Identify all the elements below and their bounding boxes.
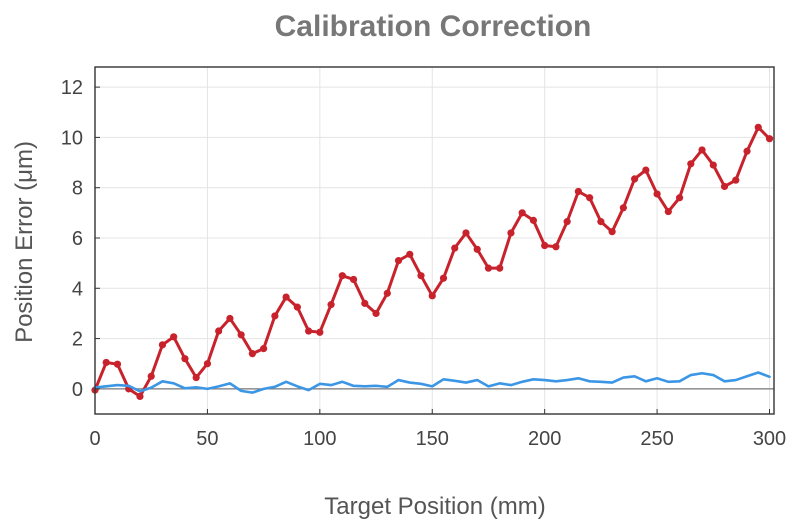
series-point-1 bbox=[653, 190, 661, 198]
series-point-1 bbox=[293, 303, 301, 311]
x-tick-label: 100 bbox=[303, 428, 336, 450]
y-tick-label: 2 bbox=[72, 329, 83, 351]
y-tick-label: 6 bbox=[72, 228, 83, 250]
series-point-1 bbox=[215, 327, 223, 335]
series-point-1 bbox=[484, 264, 493, 272]
series-point-1 bbox=[743, 147, 751, 155]
series-point-1 bbox=[496, 264, 504, 272]
series-point-1 bbox=[113, 360, 122, 368]
series-point-1 bbox=[675, 194, 684, 202]
series-point-1 bbox=[181, 355, 189, 363]
series-point-1 bbox=[720, 182, 729, 191]
chart-title: Calibration Correction bbox=[275, 10, 592, 43]
series-point-1 bbox=[451, 244, 459, 252]
x-tick-label: 0 bbox=[89, 428, 100, 450]
x-tick-label: 150 bbox=[416, 428, 449, 450]
series-point-1 bbox=[102, 358, 110, 367]
series-point-1 bbox=[709, 161, 717, 169]
series-point-1 bbox=[732, 176, 740, 184]
series-point-1 bbox=[226, 314, 234, 323]
series-point-1 bbox=[316, 328, 324, 336]
x-axis-label: Target Position (mm) bbox=[324, 493, 545, 520]
series-point-1 bbox=[248, 350, 256, 358]
series-point-1 bbox=[765, 135, 774, 143]
series-point-1 bbox=[417, 272, 425, 280]
series-point-1 bbox=[563, 218, 571, 226]
series-point-1 bbox=[698, 146, 706, 154]
series-point-1 bbox=[147, 372, 155, 380]
series-point-1 bbox=[518, 209, 526, 217]
series-point-1 bbox=[462, 229, 470, 237]
series-point-1 bbox=[586, 194, 594, 202]
series-point-1 bbox=[361, 299, 369, 307]
series-point-1 bbox=[642, 166, 650, 174]
series-line-2 bbox=[93, 371, 771, 394]
series-point-1 bbox=[597, 218, 605, 226]
series-point-1 bbox=[260, 345, 268, 353]
series-point-1 bbox=[631, 175, 639, 183]
series-point-1 bbox=[158, 341, 167, 349]
series-point-1 bbox=[428, 292, 436, 300]
series-point-1 bbox=[574, 187, 582, 196]
series-point-1 bbox=[237, 331, 245, 339]
series-point-1 bbox=[439, 274, 448, 282]
plot-frame bbox=[94, 66, 775, 415]
series-point-1 bbox=[383, 289, 391, 297]
series-point-1 bbox=[349, 275, 358, 284]
y-tick-label: 0 bbox=[72, 379, 83, 401]
x-tick-label: 300 bbox=[753, 428, 786, 450]
series-point-1 bbox=[338, 272, 346, 280]
y-tick-label: 10 bbox=[61, 127, 83, 149]
series-point-1 bbox=[552, 243, 560, 251]
series-point-1 bbox=[619, 204, 627, 212]
series-point-1 bbox=[136, 392, 144, 400]
series-point-1 bbox=[203, 360, 212, 368]
series-point-1 bbox=[608, 228, 616, 236]
series-point-1 bbox=[170, 333, 178, 341]
series-point-1 bbox=[192, 373, 200, 382]
series-point-1 bbox=[473, 245, 481, 253]
y-tick-label: 4 bbox=[72, 278, 83, 300]
x-tick-label: 200 bbox=[528, 428, 561, 450]
y-tick-label: 8 bbox=[72, 178, 83, 200]
series-point-1 bbox=[406, 250, 414, 258]
x-tick-label: 250 bbox=[640, 428, 673, 450]
series-point-1 bbox=[687, 160, 695, 168]
series-point-1 bbox=[541, 241, 549, 250]
series-point-1 bbox=[271, 312, 279, 320]
tick-labels: 0 50 100 150 200 250 300 0 2 4 6 8 10 12 bbox=[61, 77, 786, 450]
series-point-1 bbox=[282, 293, 290, 301]
series-point-1 bbox=[664, 207, 672, 216]
series-point-1 bbox=[507, 229, 515, 237]
y-axis-label: Position Error (μm) bbox=[11, 141, 38, 343]
series-point-1 bbox=[754, 123, 762, 131]
series-point-1 bbox=[327, 301, 335, 309]
series-point-1 bbox=[529, 216, 538, 224]
x-tick-label: 50 bbox=[196, 428, 218, 450]
series-point-1 bbox=[394, 257, 403, 265]
series-layer bbox=[91, 123, 774, 400]
grid bbox=[94, 67, 774, 414]
y-tick-label: 12 bbox=[61, 77, 83, 99]
series-point-1 bbox=[372, 309, 380, 318]
series-point-1 bbox=[304, 327, 313, 335]
